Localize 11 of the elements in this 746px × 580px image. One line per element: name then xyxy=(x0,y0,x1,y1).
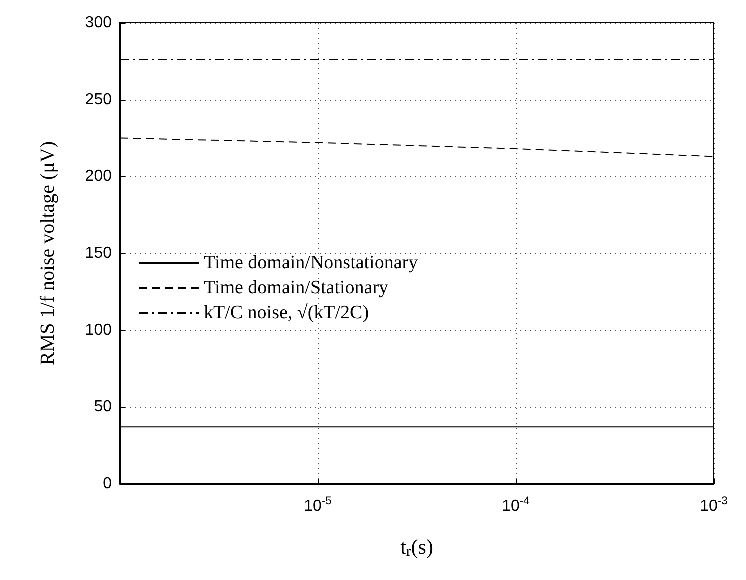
legend-label: Time domain/Stationary xyxy=(204,278,390,298)
legend-label: kT/C noise, √(kT/2C) xyxy=(204,302,370,324)
y-tick-label: 100 xyxy=(85,322,112,339)
y-tick-label: 0 xyxy=(103,476,112,492)
y-tick-label: 50 xyxy=(94,398,112,416)
legend-label: Time domain/Nonstationary xyxy=(204,252,419,274)
y-tick-label: 300 xyxy=(85,14,112,32)
y-tick-label: 150 xyxy=(85,245,112,262)
y-axis-title: RMS 1/f noise voltage (μV) xyxy=(37,141,59,366)
y-tick-label: 200 xyxy=(85,168,112,186)
y-tick-label: 250 xyxy=(85,91,112,108)
